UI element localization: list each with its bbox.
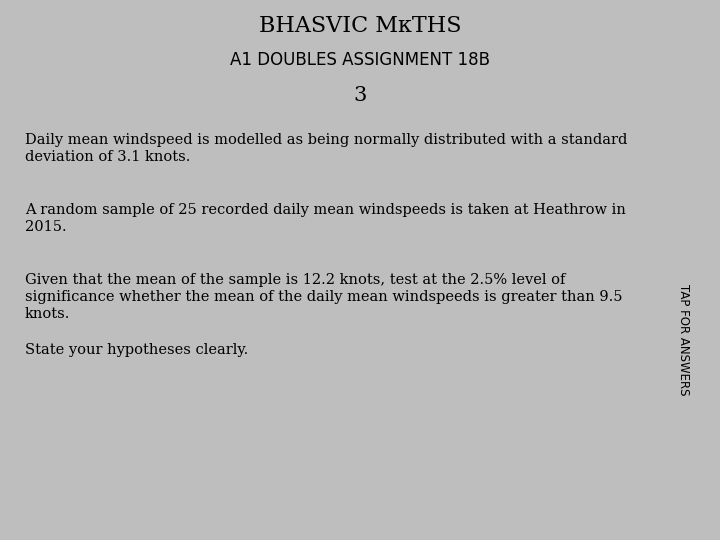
Text: Given that the mean of the sample is 12.2 knots, test at the 2.5% level of: Given that the mean of the sample is 12.… [25, 273, 565, 287]
Text: knots.: knots. [25, 307, 71, 321]
Text: TAP FOR ANSWERS: TAP FOR ANSWERS [678, 285, 690, 396]
Text: BHASVIC MκTHS: BHASVIC MκTHS [258, 15, 462, 37]
Text: A1 DOUBLES ASSIGNMENT 18B: A1 DOUBLES ASSIGNMENT 18B [230, 51, 490, 69]
Text: 3: 3 [354, 86, 366, 105]
Text: significance whether the mean of the daily mean windspeeds is greater than 9.5: significance whether the mean of the dai… [25, 290, 623, 304]
Text: State your hypotheses clearly.: State your hypotheses clearly. [25, 343, 248, 357]
Text: A random sample of 25 recorded daily mean windspeeds is taken at Heathrow in: A random sample of 25 recorded daily mea… [25, 203, 626, 217]
Text: 2015.: 2015. [25, 220, 67, 234]
Text: deviation of 3.1 knots.: deviation of 3.1 knots. [25, 150, 190, 164]
Text: Daily mean windspeed is modelled as being normally distributed with a standard: Daily mean windspeed is modelled as bein… [25, 133, 627, 147]
